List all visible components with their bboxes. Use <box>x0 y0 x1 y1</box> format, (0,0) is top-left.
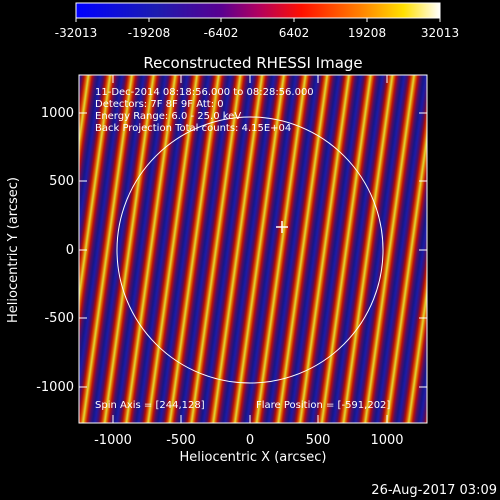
x-tick-label: -500 <box>166 433 196 448</box>
annotation-method-counts: Back Projection Total counts: 4.15E+04 <box>95 123 291 134</box>
colorbar-label: -19208 <box>128 26 171 40</box>
annotation-flare-position: Flare Position = [-591,202] <box>256 400 390 411</box>
colorbar-label: -6402 <box>204 26 239 40</box>
plot-title: Reconstructed RHESSI Image <box>143 54 362 72</box>
solar-limb-circle <box>116 116 384 384</box>
colorbar-gradient <box>75 2 441 19</box>
y-tick-label: 500 <box>49 174 74 189</box>
y-tick-label: 0 <box>66 243 74 258</box>
spin-axis-marker <box>276 221 288 233</box>
y-tick-label: 1000 <box>41 106 74 121</box>
colorbar-label: 32013 <box>421 26 459 40</box>
x-tick-label: 500 <box>306 433 331 448</box>
colorbar-label: 6402 <box>279 26 310 40</box>
x-axis-ticks <box>112 75 388 423</box>
annotation-detectors: Detectors: 7F 8F 9F Att: 0 <box>95 99 224 110</box>
footer-timestamp: 26-Aug-2017 03:09 <box>371 483 497 498</box>
annotation-energy-range: Energy Range: 6.0 - 25.0 keV <box>95 111 241 122</box>
colorbar-label: 19208 <box>348 26 386 40</box>
plot-frame <box>78 74 428 424</box>
annotation-time-range: 11-Dec-2014 08:18:56.000 to 08:28:56.000 <box>95 87 314 98</box>
y-tick-label: -500 <box>44 311 74 326</box>
colorbar-label: -32013 <box>55 26 98 40</box>
colorbar-ticks <box>75 18 441 22</box>
x-tick-label: -1000 <box>94 433 132 448</box>
y-axis-label: Heliocentric Y (arcsec) <box>6 177 21 323</box>
x-axis-label: Heliocentric X (arcsec) <box>180 450 327 465</box>
colorbar: -32013 -19208 -6402 6402 19208 32013 <box>55 2 459 40</box>
x-tick-label: 1000 <box>370 433 403 448</box>
y-axis-ticks <box>79 112 427 388</box>
rhessi-image <box>79 75 427 423</box>
annotation-spin-axis: Spin Axis = [244,128] <box>95 400 205 411</box>
y-tick-label: -1000 <box>36 380 74 395</box>
x-tick-label: 0 <box>246 433 254 448</box>
